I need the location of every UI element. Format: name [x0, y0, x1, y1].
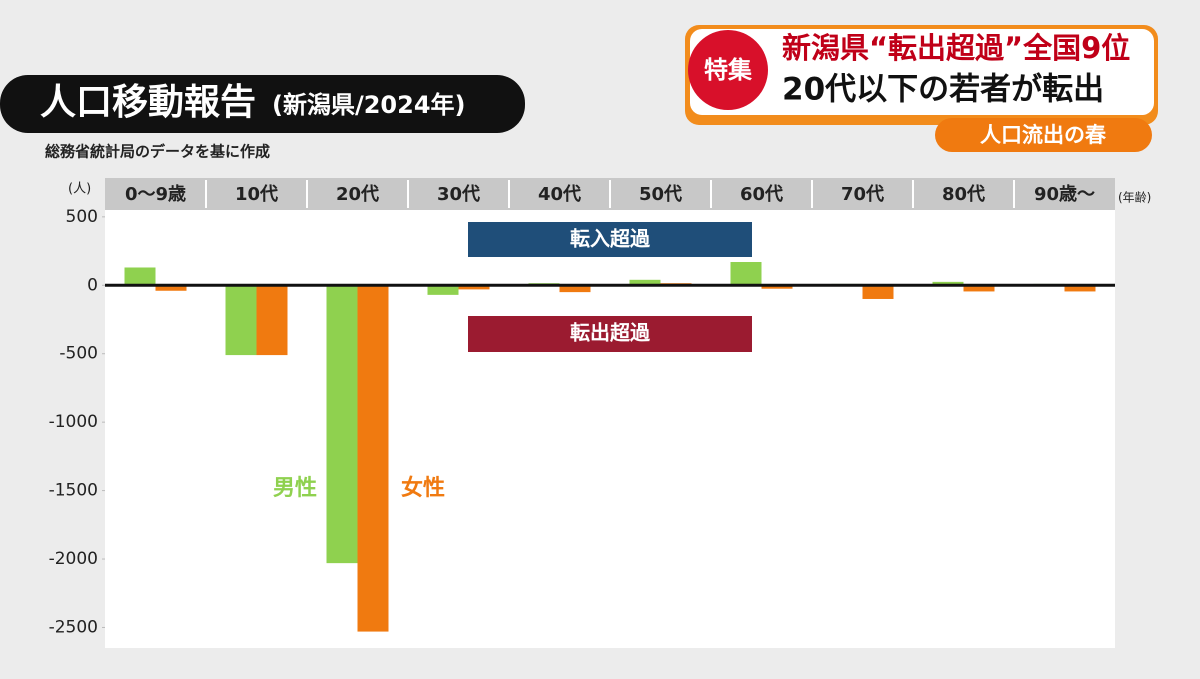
plot-area: [105, 210, 1115, 648]
bar: [963, 285, 995, 292]
chart-subtitle: (新潟県/2024年): [272, 91, 466, 119]
x-tick-label: 20代: [336, 184, 379, 205]
x-tick-label: 10代: [235, 184, 278, 205]
y-tick-label: -1000: [49, 412, 98, 432]
x-tick-label: 80代: [942, 184, 985, 205]
headline: 新潟県“転出超過”全国9位: [782, 31, 1130, 65]
source: 総務省統計局のデータを基に作成: [45, 143, 270, 161]
x-tick-label: 90歳～: [1034, 184, 1095, 205]
banner-inner: [690, 29, 1154, 115]
badge-text: 特集: [704, 56, 753, 84]
title-box: [0, 75, 525, 133]
y-tick-label: -2000: [49, 549, 98, 569]
chart-title: 人口移動報告: [40, 82, 256, 123]
badge: [688, 30, 768, 110]
bar: [730, 262, 762, 286]
bar: [862, 285, 894, 299]
bar: [1064, 285, 1096, 292]
y-unit: (人): [68, 182, 91, 197]
bar: [427, 285, 459, 295]
bar: [559, 285, 591, 293]
x-tick-label: 40代: [538, 184, 581, 205]
y-tick-label: 500: [66, 207, 98, 227]
bar: [932, 281, 964, 286]
y-tick-label: 0: [87, 275, 98, 295]
outflow-box: [468, 316, 752, 352]
bar: [629, 279, 661, 286]
y-tick-label: -2500: [49, 617, 98, 637]
y-tick-label: -500: [59, 344, 98, 364]
x-tick-label: 50代: [639, 184, 682, 205]
x-tick-label: 30代: [437, 184, 480, 205]
bar: [256, 285, 288, 356]
bar: [761, 285, 793, 289]
bar: [225, 285, 257, 356]
x-unit: (年齢): [1118, 190, 1151, 205]
tag: 人口流出の春: [980, 123, 1107, 147]
inflow-box: [468, 222, 752, 257]
subheadline: 20代以下の若者が転出: [782, 72, 1104, 108]
x-tick-label: 0～9歳: [125, 184, 186, 205]
y-tick-label: -1500: [49, 481, 98, 501]
bar: [155, 285, 187, 291]
bar: [357, 285, 389, 632]
x-tick-label: 70代: [841, 184, 884, 205]
x-tick-label: 60代: [740, 184, 783, 205]
annotation: 転出超過: [570, 321, 651, 345]
legend-label: 女性: [401, 475, 445, 501]
annotation: 転入超過: [570, 227, 651, 251]
bar: [124, 267, 156, 286]
bar: [458, 285, 490, 290]
legend-label: 男性: [273, 476, 317, 501]
tag-box: [935, 118, 1152, 152]
bar: [326, 285, 358, 564]
